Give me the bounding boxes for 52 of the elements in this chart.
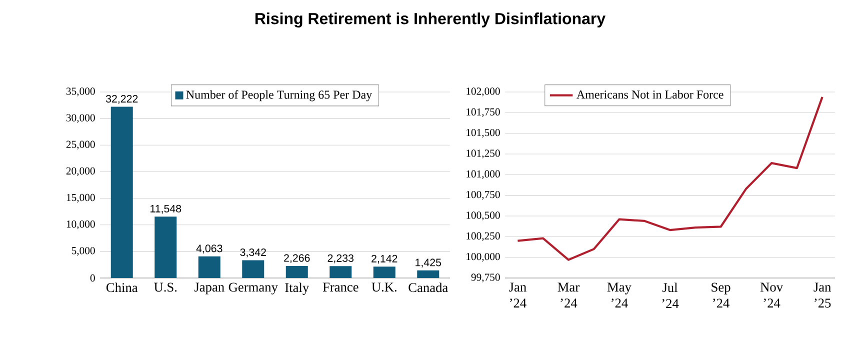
legend-label: Americans Not in Labor Force bbox=[576, 90, 724, 99]
y-tick-label: 5,000 bbox=[72, 247, 95, 256]
x-tick-label: Jan ’25 bbox=[814, 282, 831, 308]
y-tick-label: 15,000 bbox=[66, 194, 95, 203]
bar bbox=[198, 256, 220, 278]
data-label: 2,233 bbox=[328, 254, 354, 264]
x-tick-label: Nov ’24 bbox=[760, 282, 784, 308]
legend-label: Number of People Turning 65 Per Day bbox=[186, 90, 372, 102]
data-label: 2,142 bbox=[372, 254, 398, 264]
x-tick-label: France bbox=[322, 282, 358, 292]
y-tick-label: 100,250 bbox=[466, 232, 500, 242]
x-tick-label: Japan bbox=[194, 282, 224, 294]
y-tick-label: 99,750 bbox=[471, 274, 500, 282]
y-tick-label: 101,250 bbox=[466, 150, 500, 158]
bar bbox=[154, 216, 177, 278]
y-tick-label: 101,750 bbox=[466, 108, 500, 118]
x-tick-label: U.K. bbox=[372, 282, 396, 292]
bar bbox=[242, 260, 264, 278]
y-tick-label: 101,500 bbox=[466, 128, 500, 138]
x-tick-label: Germany bbox=[228, 282, 278, 294]
y-tick-label: 10,000 bbox=[66, 220, 95, 230]
data-label: 11,548 bbox=[150, 204, 182, 214]
x-tick-label: U.S. bbox=[154, 282, 177, 292]
y-tick-label: 101,000 bbox=[466, 170, 500, 180]
data-label: 2,266 bbox=[284, 254, 310, 264]
x-tick-label: Jan ’24 bbox=[509, 282, 526, 308]
data-label: 3,342 bbox=[240, 248, 266, 258]
x-tick-label: China bbox=[106, 282, 138, 292]
x-tick-label: Canada bbox=[408, 282, 448, 292]
x-tick-label: Italy bbox=[285, 282, 310, 295]
bar bbox=[330, 266, 352, 278]
data-label: 4,063 bbox=[196, 244, 222, 254]
x-tick-label: Mar ’24 bbox=[558, 282, 580, 308]
y-tick-label: 102,000 bbox=[466, 88, 500, 96]
bar bbox=[417, 270, 440, 278]
y-tick-label: 30,000 bbox=[66, 114, 95, 123]
bar bbox=[286, 266, 308, 278]
y-tick-label: 100,000 bbox=[466, 252, 500, 262]
data-label: 32,222 bbox=[106, 95, 138, 104]
y-tick-label: 100,750 bbox=[466, 190, 500, 200]
x-tick-label: Sep ’24 bbox=[712, 282, 730, 308]
bar bbox=[110, 106, 133, 278]
data-label: 1,425 bbox=[416, 258, 442, 268]
y-tick-label: 25,000 bbox=[66, 140, 95, 150]
bar bbox=[373, 266, 396, 278]
x-tick-label: May ’24 bbox=[607, 282, 632, 308]
chart-title: Rising Retirement is Inherently Disinflationary bbox=[255, 12, 606, 28]
x-tick-label: Jul ’24 bbox=[662, 282, 679, 308]
y-tick-label: 0 bbox=[90, 274, 95, 282]
y-tick-label: 20,000 bbox=[66, 167, 95, 176]
y-tick-label: 100,500 bbox=[466, 212, 500, 220]
y-tick-label: 35,000 bbox=[66, 88, 95, 96]
